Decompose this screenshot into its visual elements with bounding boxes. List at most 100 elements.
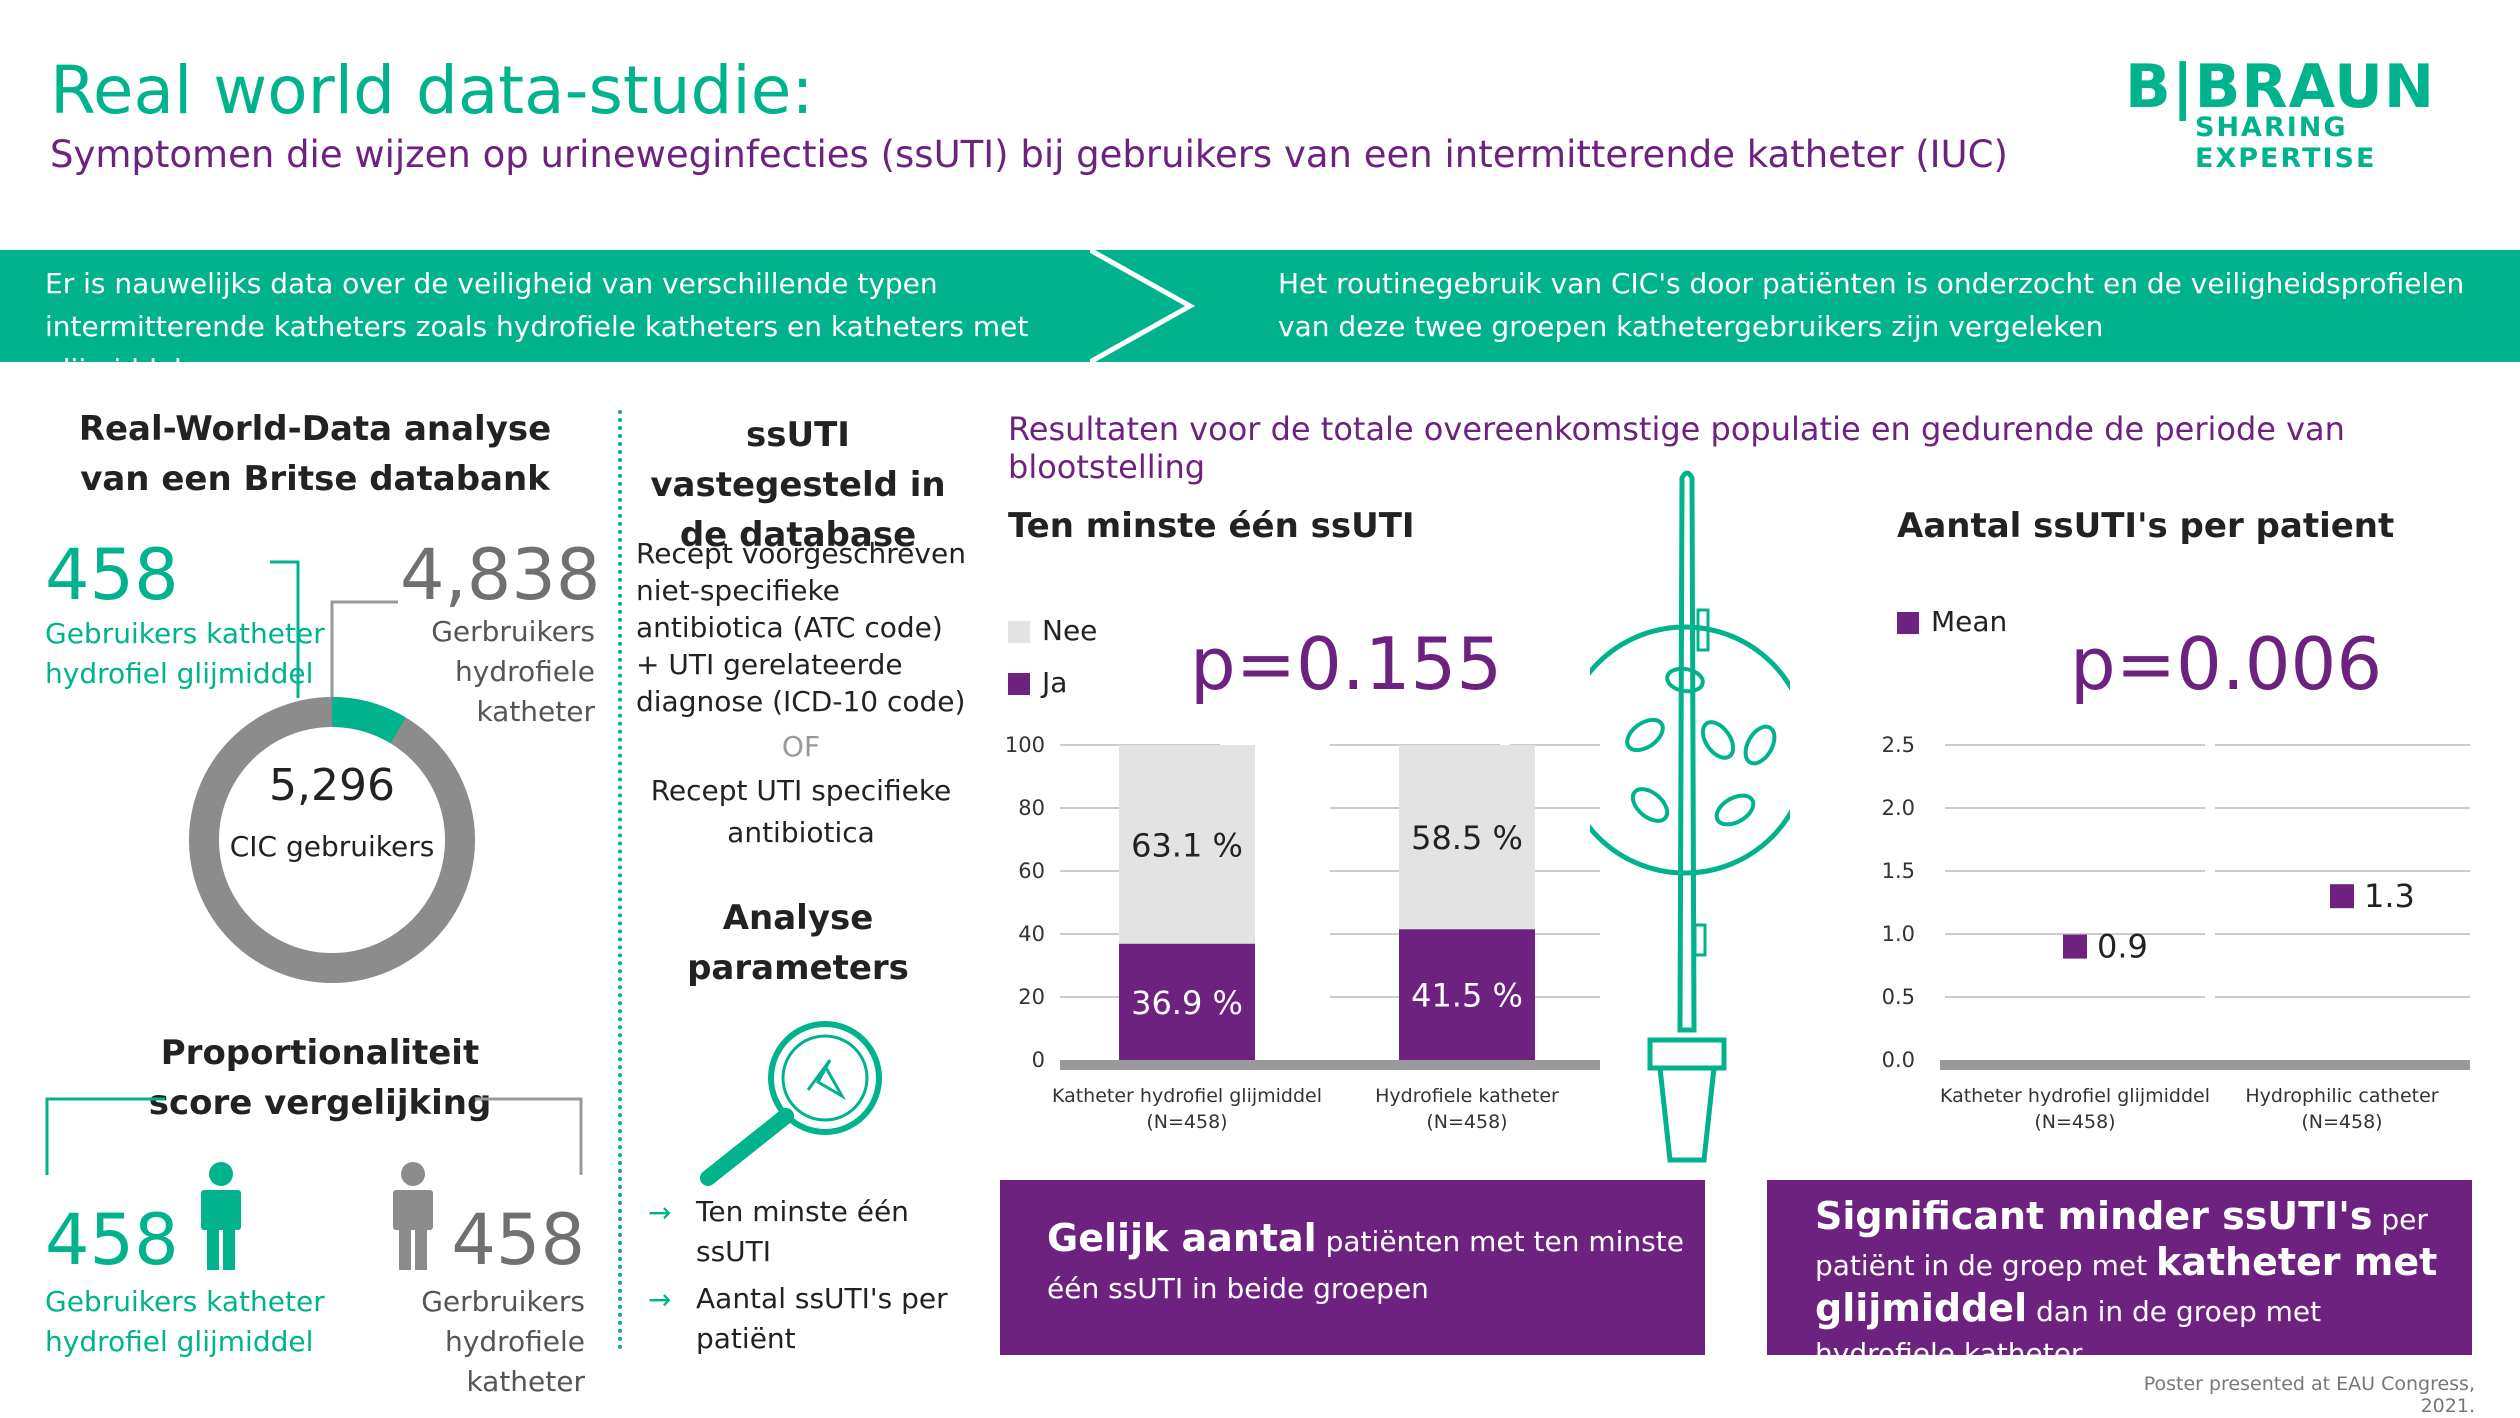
chevron-right-icon: [1090, 250, 1196, 362]
person-icon: [201, 1162, 241, 1270]
legend-label-mean: Mean: [1931, 605, 2008, 638]
bar-label-ja: 36.9 %: [1131, 984, 1243, 1022]
result-box-1-text: Gelijk aantal patiënten met ten minste é…: [1047, 1215, 1687, 1312]
or-separator: OF: [781, 730, 821, 763]
mean-marker: [2330, 884, 2354, 909]
ssuti-definition: Recept voorgeschreven niet-specifieke an…: [636, 537, 966, 718]
analysis-param-2: Aantal ssUTI's per patiënt: [696, 1282, 948, 1355]
total-user-label: CIC gebruikers: [229, 830, 435, 863]
petri-dish: [1590, 624, 1790, 876]
catheter-shaft: [1677, 470, 1697, 1033]
y-tick-label: 80: [1018, 796, 1045, 820]
mean-value-label: 1.3: [2364, 877, 2415, 915]
magnifier-icon: [700, 1021, 882, 1186]
brand-logo: B|BRAUN: [2125, 52, 2436, 122]
bar-ja: [1399, 929, 1535, 1060]
users-donut-chart: [189, 697, 475, 983]
banner-right-text: Het routinegebruik van CIC's door patiën…: [1278, 267, 2465, 343]
mean-value-label: 0.9: [2097, 928, 2148, 966]
propensity-heading: Proportionaliteit score vergelijking: [148, 1033, 492, 1123]
bar-label-nee: 58.5 %: [1411, 819, 1523, 857]
hydrofiel-user-count: 4,838: [400, 534, 601, 616]
column-divider: [618, 410, 622, 1350]
page-title: Real world data-studie:: [50, 52, 814, 129]
chart2-p-value: p=0.006: [2070, 622, 2383, 706]
bar-nee: [1119, 745, 1255, 944]
result-box-2-text: Significant minder ssUTI's per patiënt i…: [1815, 1195, 2455, 1375]
y-tick-label: 0: [1032, 1048, 1045, 1072]
y-tick-label: 1.0: [1882, 922, 1915, 946]
legend-label-nee: Nee: [1042, 614, 1098, 647]
bar-nee: [1399, 745, 1535, 930]
ssuti-heading: ssUTI vastegesteld in de database: [650, 415, 946, 555]
chart2-legend: Mean: [1897, 605, 2007, 638]
connector-line-right: [330, 600, 398, 700]
chart1-title: Ten minste één ssUTI: [1008, 506, 1415, 546]
y-tick-label: 2.0: [1882, 796, 1915, 820]
matched-glijmiddel-count: 458: [45, 1199, 179, 1281]
analysis-heading: Analyse parameters: [687, 898, 909, 988]
y-tick-label: 60: [1018, 859, 1045, 883]
y-tick-label: 20: [1018, 985, 1045, 1009]
connector-line-left: [270, 560, 300, 698]
y-tick-label: 0.0: [1882, 1048, 1915, 1072]
catheter-connector: [1647, 1037, 1727, 1071]
catheter-funnel: [1657, 1067, 1717, 1163]
y-tick-label: 1.5: [1882, 859, 1915, 883]
arrow-right-icon: →: [648, 1283, 672, 1316]
footer-note: Poster presented at EAU Congress, 2021.: [2143, 1373, 2475, 1417]
legend-item-ja: Ja: [1008, 657, 1097, 709]
y-tick-label: 40: [1018, 922, 1045, 946]
total-user-count: 5,296: [269, 760, 395, 811]
x-category-label: Katheter hydrofiel glijmiddel: [1052, 1085, 1322, 1107]
legend-item-nee: Nee: [1008, 605, 1097, 657]
result-box-1: [1000, 1180, 1705, 1355]
bar-ja: [1119, 943, 1255, 1060]
donut-glijmiddel-segment: [189, 697, 475, 983]
mean-marker: [2063, 934, 2087, 959]
x-axis-baseline: [1940, 1060, 2470, 1070]
brand-tagline: SHARING EXPERTISE: [2195, 112, 2377, 174]
propensity-bracket: [45, 1097, 583, 1175]
legend-label-ja: Ja: [1042, 666, 1068, 699]
ssuti-definition-alt: Recept UTI specifieke antibiotica: [650, 774, 952, 849]
y-tick-label: 0.5: [1882, 985, 1915, 1009]
glijmiddel-user-label: Gebruikers katheter hydrofiel glijmiddel: [45, 617, 325, 690]
hydrofiel-user-label: Gerbruikers hydrofiele katheter: [431, 615, 595, 728]
x-category-label: Hydrophilic catheter: [2245, 1085, 2438, 1107]
result-box-1-highlight: Gelijk aantal: [1047, 1216, 1317, 1260]
banner-left-text: Er is nauwelijks data over de veiligheid…: [45, 267, 1029, 386]
result-box-2-mid: per patiënt in de groep met: [1815, 1203, 2428, 1282]
y-tick-label: 2.5: [1882, 733, 1915, 757]
result-box-1-body: patiënten met ten minste één ssUTI in be…: [1047, 1225, 1684, 1305]
result-box-2-end: dan in de groep met hydrofiele katheter.: [1815, 1295, 2322, 1370]
bar-label-ja: 41.5 %: [1411, 977, 1523, 1015]
legend-item-mean: Mean: [1897, 605, 2007, 638]
analysis-param-1: Ten minste één ssUTI: [696, 1195, 909, 1268]
y-tick-label: 100: [1005, 733, 1045, 757]
page-subtitle: Symptomen die wijzen op urineweginfectie…: [50, 133, 2008, 176]
catheter-bacteria-illustration: [1590, 470, 1790, 1163]
legend-swatch-mean: [1897, 612, 1919, 634]
x-category-label: Katheter hydrofiel glijmiddel: [1940, 1085, 2210, 1107]
legend-swatch-ja: [1008, 673, 1030, 695]
intro-banner: [0, 250, 2520, 362]
bar-label-nee: 63.1 %: [1131, 826, 1243, 864]
chart2-mean-plot: 0.0 0.5 1.0 1.5 2.0 2.5 0.9 Katheter hydrofiel …: [1882, 733, 2470, 1133]
legend-swatch-nee: [1008, 621, 1030, 643]
matched-hydrofiel-label: Gerbruikers hydrofiele katheter: [421, 1285, 585, 1398]
chart2-title: Aantal ssUTI's per patient: [1897, 506, 2395, 546]
x-category-label: Hydrofiele katheter: [1375, 1085, 1559, 1107]
arrow-right-icon: →: [648, 1196, 672, 1229]
result-box-2-highlight: Significant minder ssUTI's: [1815, 1194, 2373, 1238]
chart1-stacked-bar: 0 20 40 60 80 100 63.1 % 36.9 % Katheter hydrofi…: [1005, 733, 1600, 1133]
x-axis-baseline: [1060, 1060, 1600, 1070]
bacteria-icon: [1625, 666, 1777, 827]
glijmiddel-user-count: 458: [45, 534, 179, 616]
x-category-n: (N=458): [1146, 1111, 1227, 1133]
results-heading: Resultaten voor de totale overeenkomstig…: [1008, 410, 2345, 486]
x-category-n: (N=458): [1426, 1111, 1507, 1133]
x-category-n: (N=458): [2301, 1111, 2382, 1133]
matched-hydrofiel-count: 458: [451, 1199, 585, 1281]
matched-glijmiddel-label: Gebruikers katheter hydrofiel glijmiddel: [45, 1285, 325, 1358]
